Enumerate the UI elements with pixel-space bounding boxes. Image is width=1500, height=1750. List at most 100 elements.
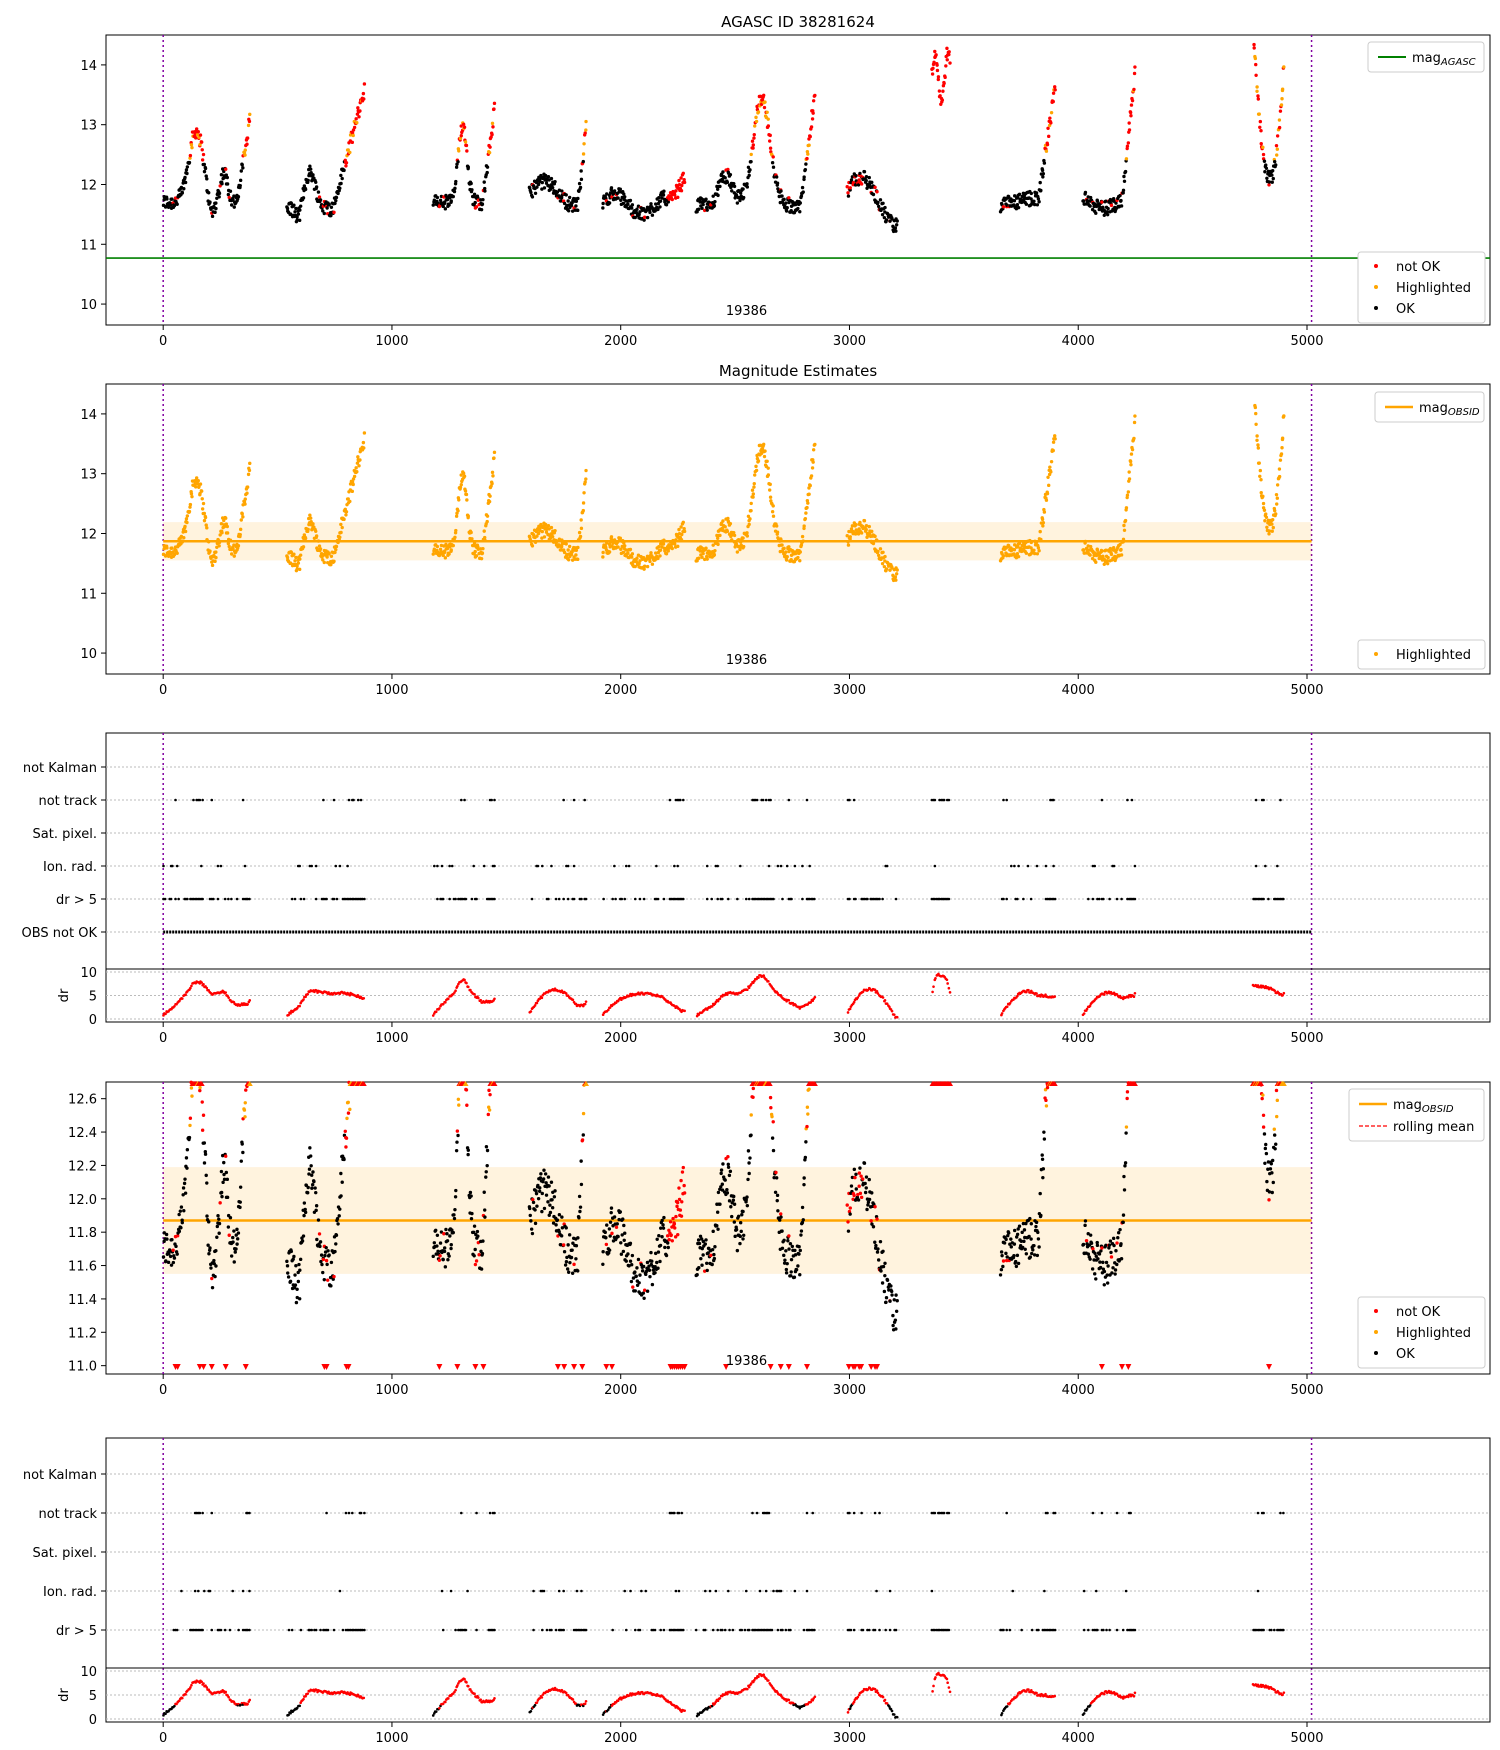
dr-point [767, 1679, 770, 1682]
data-point [848, 186, 852, 190]
flag-point [677, 1511, 681, 1515]
data-point [461, 471, 466, 475]
flag-point [861, 1628, 865, 1632]
data-point [492, 456, 496, 460]
flag-point [175, 864, 179, 868]
data-point [584, 468, 588, 473]
dr-point [948, 1690, 952, 1694]
dr-point [1035, 1691, 1038, 1695]
y-tick-label: 11.6 [68, 1260, 97, 1275]
y-tick-label: 11.0 [68, 1360, 97, 1375]
data-point [1254, 411, 1258, 416]
flags-frame [105, 1437, 1491, 1669]
data-point [435, 544, 440, 549]
flag-point [1053, 1511, 1057, 1515]
data-point [1095, 548, 1100, 552]
data-point [728, 521, 733, 526]
data-point [435, 195, 440, 200]
data-point [725, 180, 730, 185]
flag-point [875, 1589, 878, 1593]
data-point [784, 201, 788, 205]
data-point [1049, 470, 1053, 474]
data-point [584, 477, 588, 481]
dr-point [583, 1002, 587, 1006]
data-point [618, 187, 623, 191]
flag-point [299, 1628, 303, 1632]
data-point [453, 535, 457, 540]
dr-point [813, 1695, 817, 1699]
data-point [876, 200, 880, 205]
flag-point [346, 864, 349, 868]
dr-point [934, 1676, 937, 1679]
flag-point [243, 864, 247, 868]
data-point [238, 527, 243, 532]
dr-axis-label: dr [57, 1688, 72, 1702]
data-point [317, 544, 322, 548]
flag-point [721, 1628, 724, 1632]
flag-label: not track [38, 1507, 97, 1522]
data-point [612, 538, 617, 542]
data-point [774, 524, 779, 528]
flag-point [681, 897, 685, 901]
dr-tick-label: 10 [80, 1665, 97, 1680]
data-point [805, 156, 809, 161]
flag-point [881, 897, 884, 901]
data-point [1280, 446, 1284, 450]
data-point [362, 82, 367, 86]
data-point [856, 532, 861, 536]
data-point [298, 557, 302, 561]
data-point [609, 535, 614, 539]
data-point [574, 553, 578, 557]
data-point [873, 534, 877, 539]
data-point [645, 215, 650, 220]
flag-point [572, 897, 576, 901]
data-point [293, 210, 297, 214]
data-point [539, 173, 543, 178]
data-point [746, 165, 751, 170]
flag-point [210, 1511, 214, 1515]
data-point [248, 461, 252, 466]
flag-point [860, 1511, 863, 1515]
flag-point [1262, 798, 1265, 802]
dr-point [246, 1003, 249, 1006]
data-point [1270, 529, 1274, 533]
data-point [649, 202, 653, 206]
data-point [200, 497, 204, 501]
data-point [202, 518, 207, 523]
data-point [225, 175, 230, 180]
series-points [161, 403, 1286, 583]
flag-point [676, 864, 679, 868]
data-point [1280, 97, 1284, 101]
data-point [483, 538, 487, 542]
data-point [1029, 546, 1033, 550]
flag-point [562, 1628, 565, 1632]
data-point [579, 169, 583, 173]
dr-point [813, 995, 817, 999]
data-point [334, 198, 338, 203]
data-point [1106, 206, 1110, 211]
flag-point [1129, 1511, 1132, 1515]
data-point [566, 548, 570, 552]
data-point [673, 193, 677, 197]
data-point [767, 139, 772, 143]
data-point [1015, 203, 1020, 207]
data-point [864, 527, 868, 532]
data-point [217, 191, 222, 196]
data-point [1007, 195, 1011, 199]
data-point [700, 555, 704, 559]
flag-point [779, 864, 783, 868]
data-point [1121, 191, 1125, 195]
dr-point [473, 1692, 476, 1696]
flag-point [475, 1628, 478, 1632]
dr-point [747, 986, 751, 990]
data-point [1094, 560, 1098, 564]
data-point [194, 136, 198, 140]
data-point [650, 562, 655, 566]
flag-point [884, 1628, 887, 1632]
data-point [882, 564, 887, 569]
flag-point [848, 1511, 851, 1515]
data-point [1255, 85, 1259, 89]
flag-label: Sat. pixel. [33, 827, 97, 842]
data-point [1114, 550, 1118, 554]
data-point [198, 133, 203, 137]
